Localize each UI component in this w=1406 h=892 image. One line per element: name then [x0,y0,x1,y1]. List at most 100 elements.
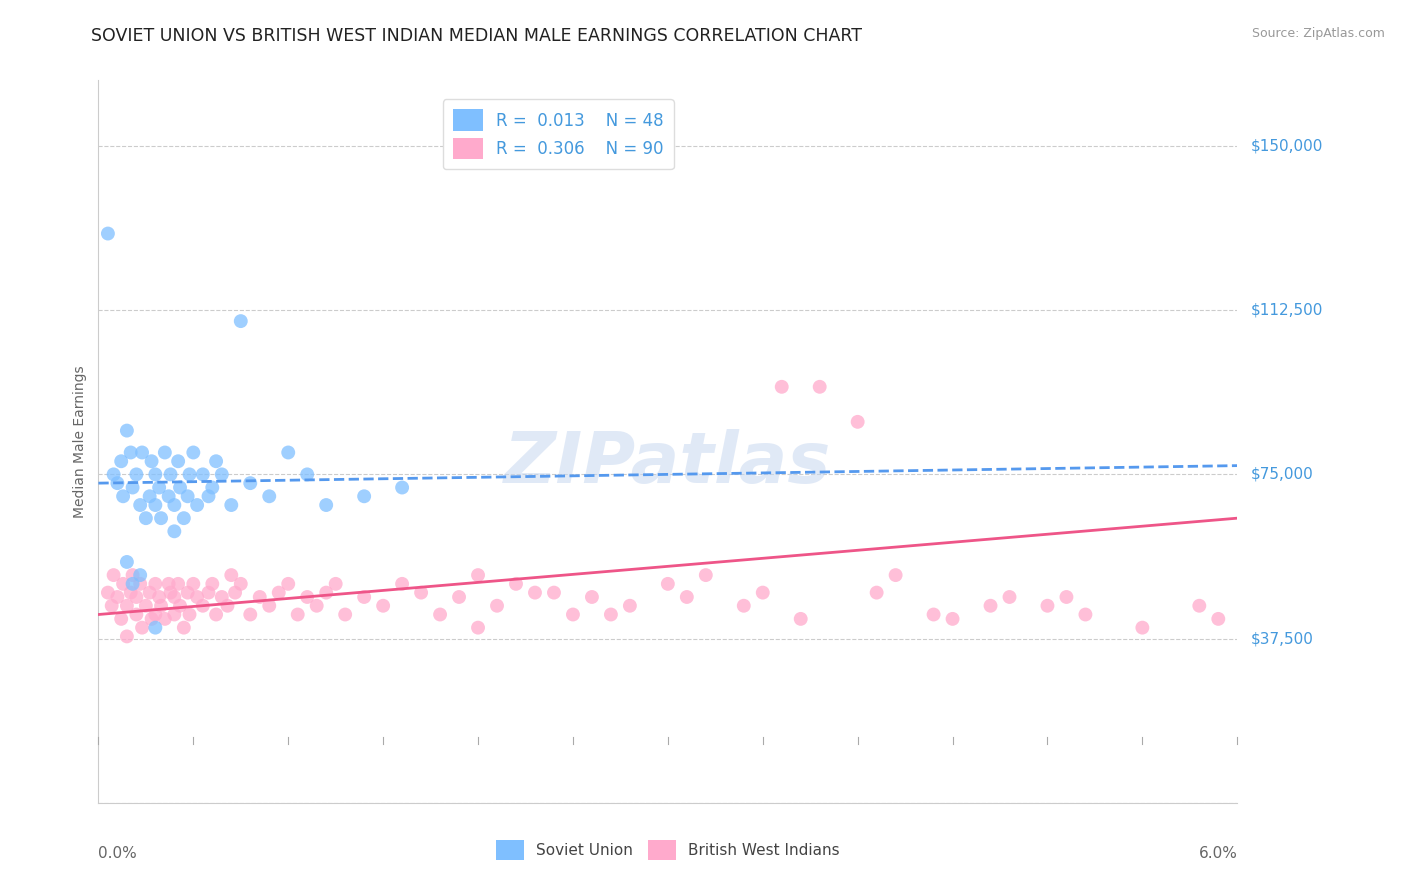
Point [141,612,163,626]
Point [942,612,965,626]
Point [121,577,143,591]
Point [159,467,181,482]
Point [770,380,793,394]
Point [277,445,299,459]
Point [163,607,186,622]
Point [131,445,153,459]
Point [297,590,319,604]
Point [129,568,152,582]
Point [97,227,120,241]
Point [249,590,271,604]
Point [120,585,142,599]
Point [110,454,132,468]
Point [131,621,153,635]
Point [239,476,262,491]
Point [167,454,190,468]
Text: $75,000: $75,000 [1251,467,1315,482]
Point [115,599,138,613]
Point [159,585,181,599]
Point [1074,607,1097,622]
Point [353,489,375,503]
Point [150,599,173,613]
Point [201,481,224,495]
Point [169,481,191,495]
Point [129,577,152,591]
Point [561,607,585,622]
Point [135,599,157,613]
Point [183,445,205,459]
Point [239,607,262,622]
Text: SOVIET UNION VS BRITISH WEST INDIAN MEDIAN MALE EARNINGS CORRELATION CHART: SOVIET UNION VS BRITISH WEST INDIAN MEDI… [91,27,862,45]
Point [467,568,489,582]
Point [229,577,252,591]
Text: ZIPatlas: ZIPatlas [505,429,831,498]
Point [153,445,176,459]
Point [486,599,509,613]
Point [447,590,470,604]
Point [219,498,243,512]
Point [315,498,337,512]
Legend: Soviet Union, British West Indians: Soviet Union, British West Indians [489,832,846,867]
Point [157,489,180,503]
Point [191,599,214,613]
Point [619,599,641,613]
Point [676,590,699,604]
Point [145,577,166,591]
Point [922,607,945,622]
Point [391,481,413,495]
Point [125,590,148,604]
Point [1208,612,1230,626]
Point [600,607,623,622]
Text: 6.0%: 6.0% [1198,847,1237,861]
Point [205,607,228,622]
Point [153,612,176,626]
Point [277,577,299,591]
Point [259,599,281,613]
Point [107,476,129,491]
Point [581,590,603,604]
Point [752,585,775,599]
Point [315,585,337,599]
Point [145,467,166,482]
Point [335,607,357,622]
Point [115,424,138,438]
Point [148,481,170,495]
Point [790,612,813,626]
Point [179,467,201,482]
Point [121,481,143,495]
Point [1188,599,1211,613]
Point [107,590,129,604]
Point [657,577,679,591]
Point [217,599,239,613]
Point [173,511,195,525]
Point [121,568,143,582]
Point [97,585,120,599]
Text: $150,000: $150,000 [1251,138,1323,153]
Point [120,445,142,459]
Point [211,590,233,604]
Point [523,585,546,599]
Point [205,454,228,468]
Point [429,607,451,622]
Point [411,585,433,599]
Point [391,577,413,591]
Point [505,577,527,591]
Point [733,599,755,613]
Point [145,498,166,512]
Point [297,467,319,482]
Point [808,380,831,394]
Point [112,577,135,591]
Point [125,607,148,622]
Point [1130,621,1153,635]
Point [125,467,148,482]
Text: Source: ZipAtlas.com: Source: ZipAtlas.com [1251,27,1385,40]
Point [467,621,489,635]
Point [219,568,243,582]
Point [115,629,138,643]
Point [998,590,1021,604]
Point [197,585,219,599]
Point [267,585,290,599]
Point [145,607,166,622]
Point [325,577,347,591]
Point [176,489,198,503]
